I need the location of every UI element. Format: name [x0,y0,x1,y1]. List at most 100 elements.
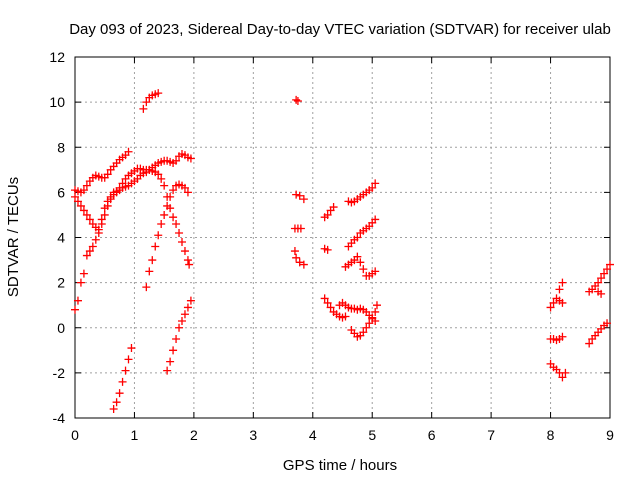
series-track-f [163,296,195,375]
data-point-plus-marker [166,357,175,366]
data-point-plus-marker [320,294,329,303]
y-tick-label: 12 [49,49,65,65]
data-point-plus-marker [606,260,614,269]
x-tick-label: 6 [428,427,436,443]
series-track-c [71,164,194,269]
data-point-plus-marker [353,252,362,261]
data-point-plus-marker [151,242,160,251]
data-point-plus-marker [172,335,181,344]
data-point-plus-marker [76,278,85,287]
data-point-plus-marker [166,192,175,201]
data-point-plus-marker [329,203,338,212]
y-tick-label: 8 [57,139,65,155]
series-track-m [344,179,380,207]
data-point-plus-marker [323,298,332,307]
data-point-plus-marker [293,96,302,105]
y-tick-label: 2 [57,275,65,291]
data-point-plus-marker [79,269,88,278]
data-point-plus-marker [148,256,157,265]
data-point-plus-marker [186,296,195,305]
data-point-plus-marker [100,210,109,219]
series-track-d [142,180,192,292]
series-track-j [347,301,381,341]
data-point-plus-marker [183,256,192,265]
data-point-plus-marker [359,328,368,337]
data-point-plus-marker [154,170,163,179]
data-point-plus-marker [160,210,169,219]
data-point-plus-marker [555,285,564,294]
data-point-plus-marker [169,213,178,222]
data-point-plus-marker [85,247,94,256]
data-point-plus-marker [97,219,106,228]
data-point-plus-marker [175,323,184,332]
data-point-plus-marker [115,183,124,192]
data-point-plus-marker [295,191,304,200]
data-point-plus-marker [163,366,172,375]
series-track-a [71,150,195,314]
data-point-plus-marker [299,260,308,269]
data-point-plus-marker [603,265,612,274]
y-tick-label: -2 [53,365,66,381]
data-point-plus-marker [178,238,186,247]
data-point-plus-marker [558,332,567,341]
data-point-plus-marker [362,323,371,332]
data-point-plus-marker [163,201,172,210]
data-point-plus-marker [292,253,301,262]
data-point-plus-marker [290,247,299,256]
data-point-plus-marker [365,319,374,328]
data-point-plus-marker [139,104,148,113]
data-point-plus-marker [127,344,136,353]
data-point-plus-marker [299,195,308,204]
data-point-plus-marker [292,190,301,199]
data-point-plus-marker [295,258,304,267]
data-point-plus-marker [79,186,88,195]
data-point-plus-marker [169,346,178,355]
y-axis-title: SDTVAR / TECUs [5,177,22,297]
data-point-plus-marker [82,210,91,219]
series-track-e [109,344,136,413]
data-point-plus-marker [79,206,88,215]
x-tick-label: 4 [309,427,317,443]
data-point-plus-marker [558,298,567,307]
data-point-plus-marker [112,398,121,407]
data-point-plus-marker [109,404,118,413]
data-point-plus-marker [71,192,79,201]
data-point-plus-marker [73,197,82,206]
data-point-plus-marker [160,181,169,190]
data-point-plus-marker [73,296,82,305]
data-point-plus-marker [371,215,380,224]
series-track-k [341,252,380,280]
series-track-h [290,95,308,269]
data-point-plus-marker [145,267,154,276]
data-point-plus-marker [106,195,115,204]
data-point-plus-marker [180,310,189,319]
series-track-o [585,260,614,348]
x-tick-label: 0 [71,427,79,443]
data-point-plus-marker [372,301,381,310]
data-point-plus-marker [323,210,332,219]
data-point-plus-marker [157,174,166,183]
data-point-plus-marker [82,181,91,190]
data-point-plus-marker [183,188,192,197]
data-point-plus-marker [142,283,151,292]
data-point-plus-marker [103,201,112,210]
series-track-b [71,147,133,197]
data-point-plus-marker [371,267,380,276]
series-track-g [139,89,163,113]
data-point-plus-marker [341,312,350,321]
data-point-plus-marker [180,183,189,192]
x-tick-label: 9 [606,427,614,443]
data-point-plus-marker [124,355,133,364]
data-point-plus-marker [600,269,609,278]
data-point-plus-marker [326,303,335,312]
chart-title: Day 093 of 2023, Sidereal Day-to-day VTE… [69,21,611,38]
x-tick-label: 5 [368,427,376,443]
x-tick-label: 3 [249,427,257,443]
data-point-plus-marker [368,314,377,323]
data-point-plus-marker [368,183,377,192]
data-point-plus-marker [296,224,305,233]
data-point-plus-marker [178,316,186,325]
x-tick-label: 2 [190,427,198,443]
